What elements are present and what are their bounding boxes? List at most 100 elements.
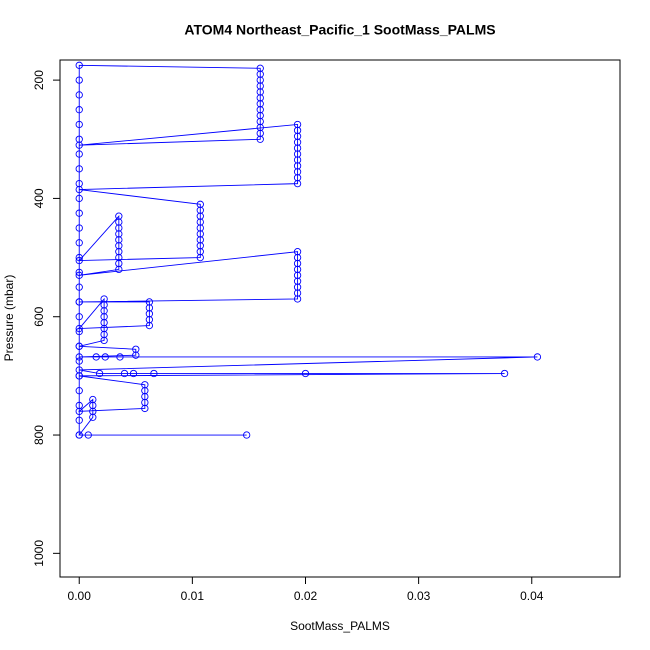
point: [293, 277, 302, 285]
point: [256, 111, 264, 120]
point: [75, 268, 83, 277]
point: [75, 209, 83, 217]
point: [301, 369, 310, 378]
point: [293, 253, 302, 262]
point: [75, 106, 83, 114]
point: [141, 387, 149, 395]
y-tick-label: 1000: [32, 540, 46, 567]
point: [196, 212, 204, 220]
point: [256, 106, 264, 114]
point: [115, 242, 123, 250]
point: [256, 129, 264, 138]
point: [75, 271, 83, 279]
y-tick-label: 600: [32, 306, 46, 326]
point: [75, 342, 83, 350]
point: [145, 316, 154, 324]
point: [75, 179, 83, 188]
y-tick-label: 400: [32, 188, 46, 208]
point: [115, 212, 123, 220]
point: [141, 398, 149, 407]
point: [75, 253, 83, 262]
point: [75, 194, 83, 203]
point: [141, 392, 149, 401]
point: [115, 248, 123, 256]
point: [256, 88, 264, 96]
point: [256, 100, 264, 108]
point: [100, 318, 108, 327]
point: [75, 407, 83, 416]
point: [75, 372, 83, 380]
x-tick-label: 0.00: [68, 589, 92, 603]
point: [293, 265, 302, 274]
point: [196, 253, 204, 262]
point: [75, 353, 83, 361]
point: [145, 321, 154, 330]
point: [293, 271, 302, 279]
y-tick-label: 800: [32, 425, 46, 445]
point: [89, 401, 97, 410]
point: [293, 259, 302, 268]
point: [101, 353, 109, 361]
point: [75, 120, 83, 129]
point: [89, 407, 97, 416]
point: [293, 162, 302, 170]
point: [75, 387, 83, 395]
point: [100, 307, 108, 315]
point: [256, 70, 264, 78]
point: [533, 353, 542, 361]
point: [293, 283, 302, 291]
point: [75, 135, 83, 143]
point: [293, 120, 302, 129]
point: [115, 236, 123, 244]
series-line: [77, 64, 538, 436]
point: [75, 224, 83, 232]
point: [256, 94, 264, 102]
point: [293, 289, 302, 297]
x-axis-label: SootMass_PALMS: [290, 619, 390, 633]
point: [92, 353, 100, 361]
point: [293, 168, 302, 176]
point: [75, 357, 83, 365]
point: [256, 123, 264, 132]
point: [75, 91, 83, 99]
point: [293, 248, 302, 256]
point: [75, 416, 83, 424]
point: [115, 253, 123, 262]
point: [115, 224, 123, 232]
x-tick-label: 0.01: [181, 589, 205, 603]
point: [89, 395, 97, 404]
point: [293, 156, 302, 164]
plot-frame: [59, 59, 621, 578]
point: [293, 126, 302, 135]
point: [132, 351, 140, 359]
point: [75, 141, 83, 149]
point: [293, 144, 302, 152]
point: [256, 64, 264, 72]
chart-title: ATOM4 Northeast_Pacific_1 SootMass_PALMS: [184, 22, 495, 38]
point: [196, 230, 204, 238]
x-tick-label: 0.03: [407, 589, 431, 603]
point: [115, 218, 123, 226]
point: [115, 259, 123, 268]
point: [196, 224, 204, 232]
x-tick-label: 0.02: [294, 589, 318, 603]
point: [293, 179, 302, 188]
point: [293, 295, 302, 303]
point: [115, 230, 123, 238]
point: [100, 295, 108, 303]
point: [120, 369, 129, 378]
point: [75, 61, 83, 69]
point: [100, 301, 108, 309]
point: [100, 313, 108, 321]
point: [150, 369, 158, 378]
point: [75, 366, 83, 374]
point: [116, 353, 124, 361]
point: [256, 82, 264, 90]
point: [256, 135, 264, 143]
point: [145, 304, 154, 312]
point: [293, 150, 302, 158]
point: [75, 431, 83, 439]
point: [196, 242, 204, 250]
point: [100, 336, 108, 345]
